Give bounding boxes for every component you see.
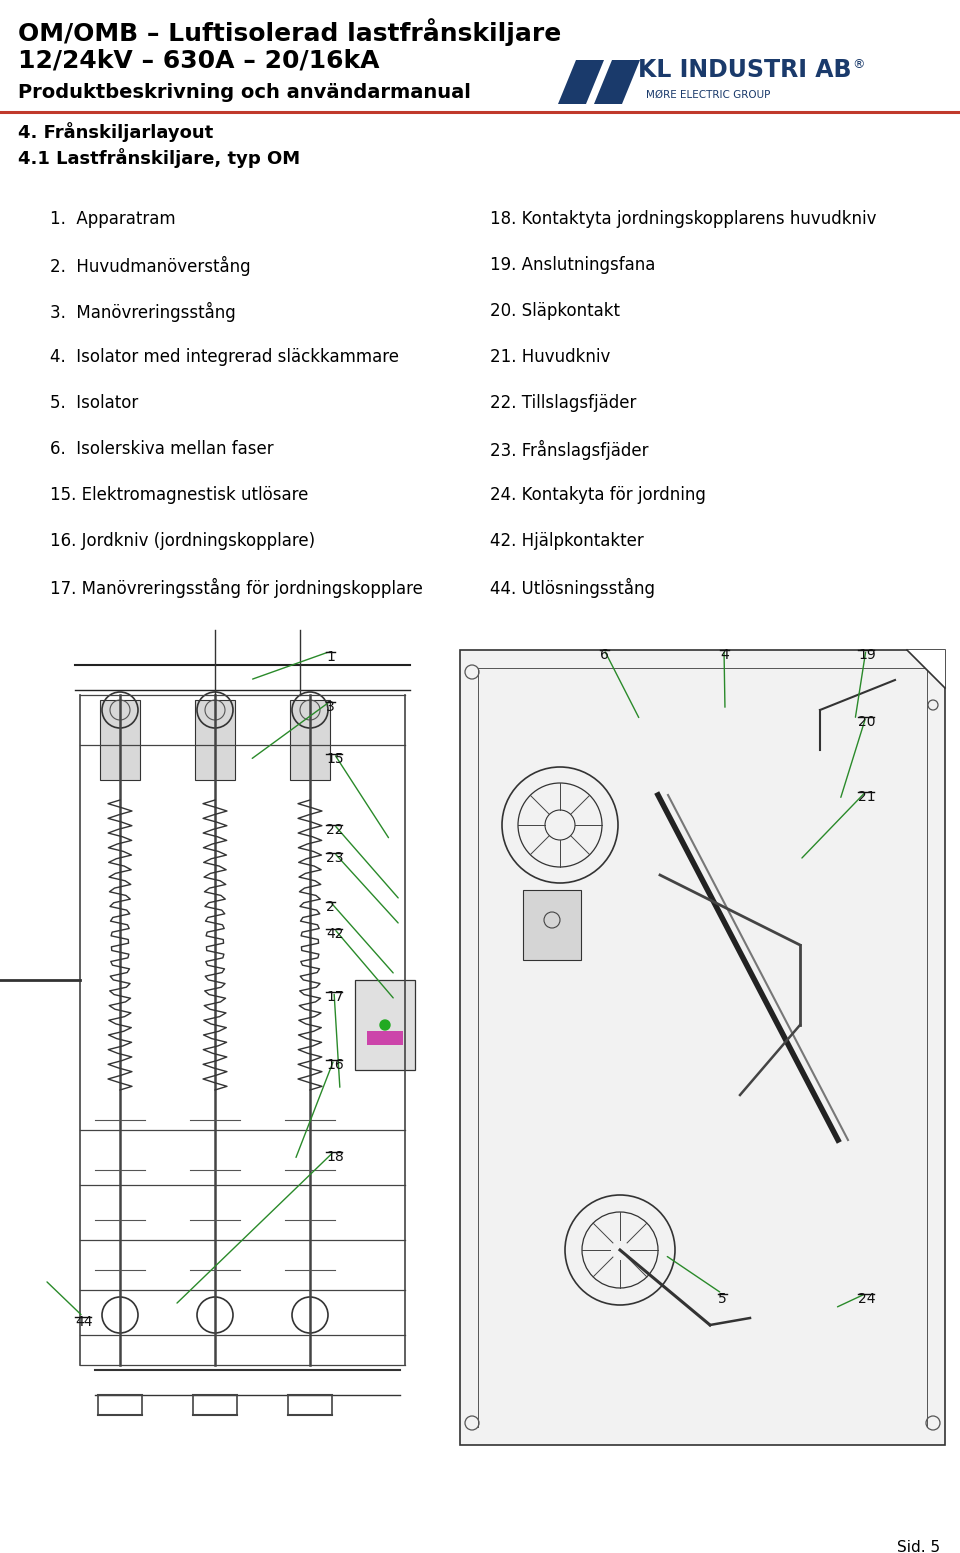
Text: 15: 15 <box>326 752 344 766</box>
Text: 44: 44 <box>75 1315 92 1329</box>
Polygon shape <box>907 651 945 688</box>
Text: 44. Utlösningsstång: 44. Utlösningsstång <box>490 578 655 598</box>
Text: 4.1 Lastfrånskiljare, typ OM: 4.1 Lastfrånskiljare, typ OM <box>18 148 300 168</box>
Text: 42. Hjälpkontakter: 42. Hjälpkontakter <box>490 533 644 550</box>
Text: 12/24kV – 630A – 20/16kA: 12/24kV – 630A – 20/16kA <box>18 48 379 71</box>
Text: 21. Huvudkniv: 21. Huvudkniv <box>490 348 611 367</box>
Text: 1: 1 <box>326 651 335 665</box>
Text: 20: 20 <box>858 714 876 728</box>
FancyBboxPatch shape <box>290 700 330 780</box>
FancyBboxPatch shape <box>355 980 415 1070</box>
Text: 3.  Manövreringsstång: 3. Manövreringsstång <box>50 301 236 321</box>
Text: 2.  Huvudmanöverstång: 2. Huvudmanöverstång <box>50 256 251 276</box>
Text: 23: 23 <box>326 851 344 865</box>
Text: Produktbeskrivning och användarmanual: Produktbeskrivning och användarmanual <box>18 82 470 102</box>
Text: 19: 19 <box>858 648 876 662</box>
Text: 19. Anslutningsfana: 19. Anslutningsfana <box>490 256 656 273</box>
Text: 3: 3 <box>326 700 335 714</box>
Text: 20. Släpkontakt: 20. Släpkontakt <box>490 301 620 320</box>
FancyBboxPatch shape <box>523 890 581 960</box>
FancyBboxPatch shape <box>195 700 235 780</box>
FancyBboxPatch shape <box>367 1031 403 1045</box>
Text: 17: 17 <box>326 989 344 1003</box>
Text: 23. Frånslagsfjäder: 23. Frånslagsfjäder <box>490 439 649 460</box>
Polygon shape <box>558 61 604 104</box>
Text: 16: 16 <box>326 1058 344 1072</box>
Polygon shape <box>594 61 640 104</box>
Text: 42: 42 <box>326 927 344 941</box>
Text: Sid. 5: Sid. 5 <box>897 1541 940 1553</box>
Text: 4.  Isolator med integrerad släckkammare: 4. Isolator med integrerad släckkammare <box>50 348 399 367</box>
Text: 24. Kontakyta för jordning: 24. Kontakyta för jordning <box>490 486 706 505</box>
Text: 1.  Apparatram: 1. Apparatram <box>50 210 176 228</box>
Text: ®: ® <box>852 57 865 71</box>
Circle shape <box>380 1020 390 1030</box>
Text: 4: 4 <box>720 648 729 662</box>
Text: 15. Elektromagnestisk utlösare: 15. Elektromagnestisk utlösare <box>50 486 308 505</box>
Text: 24: 24 <box>858 1292 876 1306</box>
Text: 22. Tillslagsfjäder: 22. Tillslagsfjäder <box>490 394 636 412</box>
Text: 18: 18 <box>326 1151 344 1165</box>
Text: 21: 21 <box>858 790 876 804</box>
Text: MØRE ELECTRIC GROUP: MØRE ELECTRIC GROUP <box>646 90 770 99</box>
Text: OM/OMB – Luftisolerad lastfrånskiljare: OM/OMB – Luftisolerad lastfrånskiljare <box>18 19 562 47</box>
Text: 17. Manövreringsstång för jordningskopplare: 17. Manövreringsstång för jordningskoppl… <box>50 578 422 598</box>
Text: 5.  Isolator: 5. Isolator <box>50 394 138 412</box>
Text: 6.  Isolerskiva mellan faser: 6. Isolerskiva mellan faser <box>50 439 274 458</box>
FancyBboxPatch shape <box>100 700 140 780</box>
Text: 5: 5 <box>718 1292 727 1306</box>
Text: 2: 2 <box>326 901 335 915</box>
FancyBboxPatch shape <box>460 651 945 1444</box>
Text: 16. Jordkniv (jordningskopplare): 16. Jordkniv (jordningskopplare) <box>50 533 315 550</box>
Text: 18. Kontaktyta jordningskopplarens huvudkniv: 18. Kontaktyta jordningskopplarens huvud… <box>490 210 876 228</box>
Text: 6: 6 <box>600 648 609 662</box>
Text: KL INDUSTRI AB: KL INDUSTRI AB <box>638 57 852 82</box>
Text: 4. Frånskiljarlayout: 4. Frånskiljarlayout <box>18 123 213 141</box>
Text: 22: 22 <box>326 823 344 837</box>
